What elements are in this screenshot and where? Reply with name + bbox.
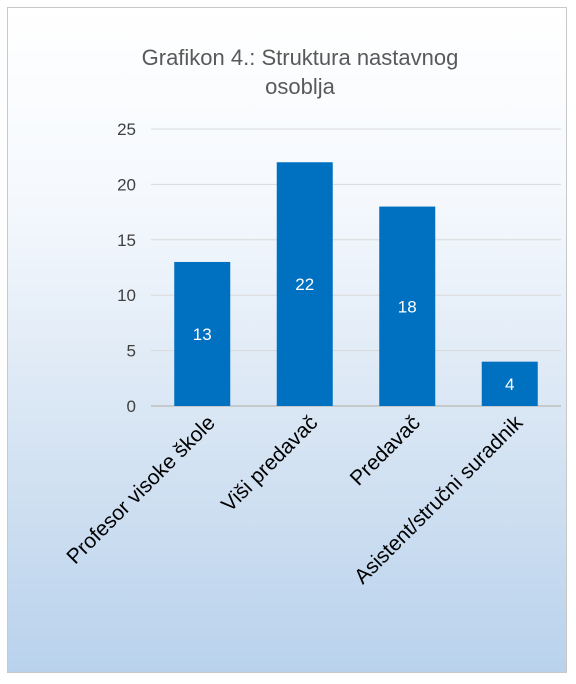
y-tick-label: 25 [117, 120, 136, 139]
category-label: Asistent/stručni suradnik [350, 411, 528, 589]
data-label: 13 [193, 325, 212, 344]
bar [276, 162, 333, 406]
chart-title-line-2: osoblja [265, 74, 335, 99]
chart-title-line-1: Grafikon 4.: Struktura nastavnog [142, 45, 459, 70]
data-label: 22 [295, 275, 314, 294]
y-tick-label: 5 [127, 342, 136, 361]
category-label: Predavač [346, 411, 425, 490]
bar-chart: Grafikon 4.: Struktura nastavnog osoblja… [62, 45, 561, 589]
y-tick-label: 0 [127, 397, 136, 416]
chart-area: Grafikon 4.: Struktura nastavnog osoblja… [7, 7, 567, 673]
bar [481, 361, 538, 406]
category-label: Profesor visoke škole [62, 411, 219, 568]
y-tick-label: 10 [117, 286, 136, 305]
data-labels: 13 22 18 4 [193, 275, 515, 394]
category-label: Viši predavač [217, 411, 322, 516]
y-axis-ticks: 0 5 10 15 20 25 [117, 120, 136, 416]
y-tick-label: 20 [117, 175, 136, 194]
bar [379, 206, 436, 406]
data-label: 4 [505, 375, 514, 394]
bar [174, 261, 231, 406]
bars [174, 162, 538, 406]
data-label: 18 [398, 297, 417, 316]
y-tick-label: 15 [117, 231, 136, 250]
